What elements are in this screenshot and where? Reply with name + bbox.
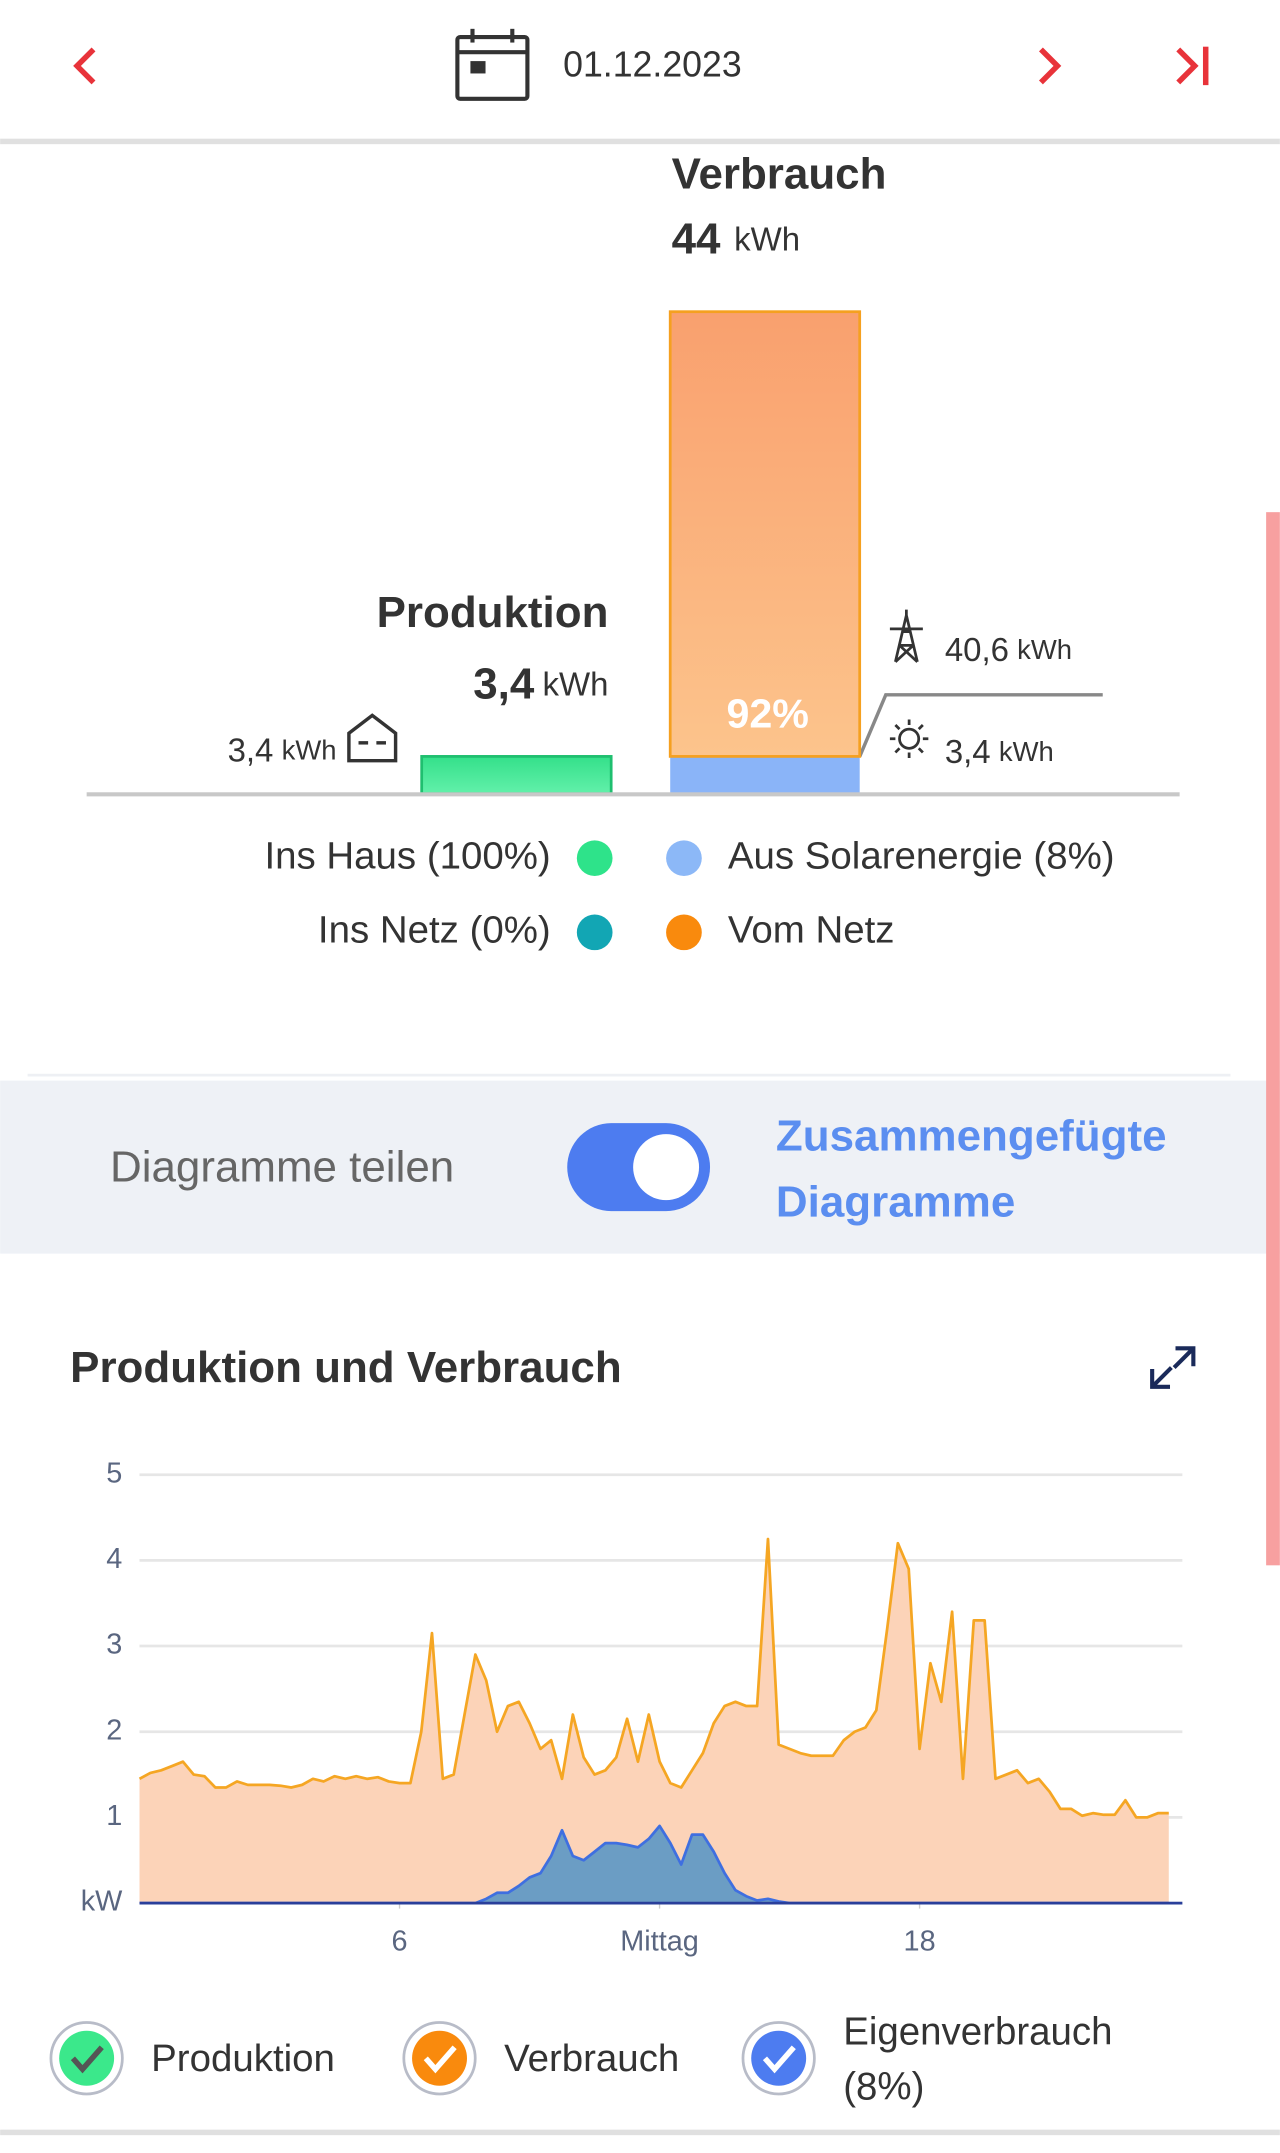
from-solar-value: 3,4 xyxy=(945,733,991,770)
from-solar: 3,4 kWh xyxy=(945,733,1054,770)
legend-label: Verbrauch xyxy=(504,2037,679,2080)
callout-line xyxy=(858,693,1103,758)
pylon-icon xyxy=(889,609,923,663)
legend-check xyxy=(59,2030,115,2086)
grid-share: 92% xyxy=(726,691,808,737)
legend-label: Ins Haus (100%) xyxy=(264,834,550,877)
y-tick-label: 2 xyxy=(106,1714,122,1746)
check-mark xyxy=(762,2045,796,2074)
footer-divider xyxy=(0,2129,1280,2136)
chart-title: Produktion und Verbrauch xyxy=(70,1343,622,1392)
legend-label-box: Eigenverbrauch (8%) xyxy=(843,2010,1113,2108)
y-tick-label: 1 xyxy=(106,1800,122,1832)
x-tick-label: Mittag xyxy=(620,1926,699,1958)
toggle-option-box: Zusammengefügte Diagramme xyxy=(775,1110,1167,1227)
to-house-value: 3,4 xyxy=(228,731,274,768)
production-total: 3,4 kWh xyxy=(473,659,608,708)
grid-segment xyxy=(668,310,862,758)
area-fill xyxy=(139,1825,1169,1904)
production-unit: kWh xyxy=(543,665,609,702)
production-title: Produktion xyxy=(377,588,609,637)
scrollbar xyxy=(1266,512,1280,1566)
summary-legend: Ins Haus (100%) Aus Solarenergie (8%) Ins … xyxy=(264,834,1114,951)
y-tick-label: 3 xyxy=(106,1629,122,1661)
legend-label: Produktion xyxy=(151,2037,335,2080)
legend-label: Aus Solarenergie (8%) xyxy=(728,834,1115,877)
from-solar-unit: kWh xyxy=(999,736,1054,767)
production-bar xyxy=(420,755,613,796)
check-mark xyxy=(423,2045,457,2074)
prev-day[interactable] xyxy=(73,47,96,85)
x-tick-label: 18 xyxy=(904,1926,936,1958)
toggle-option[interactable]: Zusammengefügte Diagramme xyxy=(775,1110,1167,1227)
legend-check xyxy=(751,2030,807,2086)
y-tick-label: 4 xyxy=(106,1543,122,1575)
header-divider xyxy=(0,138,1280,145)
consumption-unit: kWh xyxy=(734,220,800,257)
from-grid-value: 40,6 xyxy=(945,631,1009,668)
legend-dot xyxy=(576,840,613,877)
from-grid-unit: kWh xyxy=(1017,634,1072,665)
legend-label: Eigenverbrauch (8%) xyxy=(843,2010,1113,2108)
consumption-title: Verbrauch xyxy=(672,150,887,199)
to-house: 3,4 kWh xyxy=(228,731,337,768)
next-day[interactable] xyxy=(1038,47,1062,85)
toggle-switch[interactable] xyxy=(567,1123,711,1212)
house-icon xyxy=(347,713,398,763)
check-mark xyxy=(70,2045,104,2074)
to-house-unit: kWh xyxy=(282,735,337,766)
consumption-value: 44 xyxy=(672,214,721,263)
summary-baseline xyxy=(86,792,1180,797)
toggle-knob xyxy=(633,1134,700,1201)
date[interactable]: 01.12.2023 xyxy=(563,45,742,85)
last-day[interactable] xyxy=(1176,46,1209,86)
legend-dot xyxy=(666,914,702,951)
x-tick-label: 6 xyxy=(392,1926,408,1958)
consumption-total: 44 kWh xyxy=(672,214,800,263)
chart: kW 1 2 3 4 5 6 Mittag 18 xyxy=(81,1457,1183,1958)
chart-legend: Produktion Verbrauch Eigenverbrauch (8%) xyxy=(49,2010,1113,2108)
solar-segment xyxy=(670,756,860,794)
divider xyxy=(27,1073,1231,1077)
y-tick-label: 5 xyxy=(106,1457,122,1489)
legend-label: Vom Netz xyxy=(728,908,895,951)
series-line xyxy=(138,1537,1169,1819)
legend-dot xyxy=(576,914,613,951)
legend-dot xyxy=(666,840,702,877)
calendar-icon[interactable] xyxy=(455,28,530,101)
legend-label: Ins Netz (0%) xyxy=(318,908,551,951)
expand-icon[interactable] xyxy=(1150,1346,1196,1389)
production-value: 3,4 xyxy=(473,659,535,708)
y-tick-label: kW xyxy=(81,1886,123,1918)
from-grid: 40,6 kWh xyxy=(945,631,1072,668)
toggle-label: Diagramme teilen xyxy=(110,1142,454,1191)
sun-icon xyxy=(889,719,929,758)
legend-check xyxy=(412,2030,467,2086)
